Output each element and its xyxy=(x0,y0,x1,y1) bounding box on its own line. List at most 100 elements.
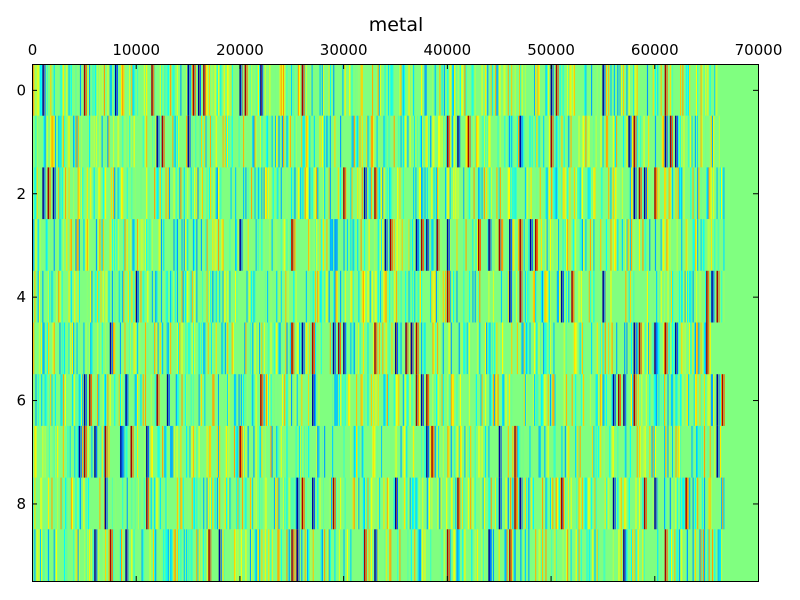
heatmap-cell xyxy=(617,219,619,271)
heatmap-cell xyxy=(699,425,701,478)
heatmap-cell xyxy=(78,529,80,581)
heatmap-cell xyxy=(143,529,145,581)
heatmap-cell xyxy=(486,167,488,220)
heatmap-cell xyxy=(293,477,295,530)
heatmap-cell xyxy=(432,64,434,116)
heatmap-cell xyxy=(53,115,55,168)
heatmap-cell xyxy=(447,374,449,426)
heatmap-cell xyxy=(459,64,461,116)
heatmap-cell xyxy=(180,529,182,581)
heatmap-cell xyxy=(408,219,410,271)
heatmap-cell xyxy=(184,374,187,426)
heatmap-cell xyxy=(209,425,212,478)
heatmap-cell xyxy=(473,219,475,271)
heatmap-cell xyxy=(215,322,217,375)
heatmap-cell xyxy=(295,374,297,426)
heatmap-highlight-stripe xyxy=(44,167,46,220)
heatmap-cell xyxy=(284,64,286,116)
heatmap-cell xyxy=(384,477,386,530)
heatmap-cell xyxy=(471,529,473,581)
heatmap-cell xyxy=(286,374,288,426)
heatmap-cell xyxy=(139,477,141,530)
heatmap-highlight-stripe xyxy=(422,219,424,271)
heatmap-cell xyxy=(545,64,547,116)
heatmap-highlight-stripe xyxy=(521,115,523,168)
heatmap-cell xyxy=(233,219,236,271)
heatmap-cell xyxy=(357,219,359,271)
heatmap-highlight-stripe xyxy=(91,374,93,426)
heatmap-cell xyxy=(243,425,245,478)
heatmap-cell xyxy=(433,115,435,168)
heatmap-cell xyxy=(685,219,687,271)
heatmap-cell xyxy=(457,529,459,581)
heatmap-highlight-stripe xyxy=(446,219,449,271)
heatmap-cell xyxy=(377,64,379,116)
heatmap-cell xyxy=(264,64,266,116)
heatmap-cell xyxy=(362,322,364,375)
heatmap-cell xyxy=(275,477,277,530)
heatmap-cell xyxy=(487,115,489,168)
heatmap-cell xyxy=(295,270,297,323)
heatmap-cell xyxy=(58,115,60,168)
heatmap-cell xyxy=(609,425,611,478)
heatmap-cell xyxy=(203,115,205,168)
heatmap-cell xyxy=(672,374,674,426)
heatmap-cell xyxy=(665,167,667,220)
heatmap-cell xyxy=(377,219,379,271)
heatmap-highlight-stripe xyxy=(677,115,679,168)
heatmap-cell xyxy=(660,270,662,323)
heatmap-cell xyxy=(484,322,487,375)
heatmap-cell xyxy=(669,270,671,323)
heatmap-highlight-stripe xyxy=(332,477,335,530)
heatmap-cell xyxy=(371,167,374,220)
heatmap-cell xyxy=(592,425,594,478)
heatmap-cell xyxy=(467,374,469,426)
heatmap-cell xyxy=(282,219,285,271)
heatmap-cell xyxy=(472,64,474,116)
heatmap-cell xyxy=(213,322,215,375)
heatmap-cell xyxy=(95,270,98,323)
heatmap-cell xyxy=(693,322,695,375)
heatmap-cell xyxy=(634,529,636,581)
heatmap-cell xyxy=(434,425,436,478)
heatmap-cell xyxy=(575,322,577,375)
heatmap-cell xyxy=(701,115,703,168)
heatmap-cell xyxy=(538,374,540,426)
heatmap-cell xyxy=(560,167,562,220)
heatmap-cell xyxy=(585,374,587,426)
heatmap-cell xyxy=(605,219,607,271)
heatmap-cell xyxy=(407,529,409,581)
heatmap-cell xyxy=(269,167,271,220)
heatmap-cell xyxy=(273,477,276,530)
heatmap-cell xyxy=(482,115,484,168)
heatmap-cell xyxy=(235,270,237,323)
heatmap-cell xyxy=(73,167,75,220)
heatmap-cell xyxy=(379,477,382,530)
heatmap-cell xyxy=(562,219,564,271)
heatmap-cell xyxy=(65,529,67,581)
heatmap-cell xyxy=(313,167,315,220)
heatmap-cell xyxy=(152,529,155,581)
heatmap-cell xyxy=(206,477,208,530)
heatmap-cell xyxy=(312,270,314,323)
heatmap-cell xyxy=(516,115,519,168)
heatmap-cell xyxy=(432,425,434,478)
heatmap-highlight-stripe xyxy=(654,322,656,375)
heatmap-cell xyxy=(418,374,420,426)
heatmap-cell xyxy=(618,529,620,581)
heatmap-cell xyxy=(103,64,106,116)
heatmap-cell xyxy=(630,167,633,220)
heatmap-cell xyxy=(363,219,366,271)
heatmap-cell xyxy=(204,529,206,581)
heatmap-highlight-stripe xyxy=(666,322,668,375)
heatmap-cell xyxy=(116,219,118,271)
heatmap-cell xyxy=(419,270,422,323)
heatmap-cell xyxy=(705,115,707,168)
heatmap-cell xyxy=(627,322,629,375)
heatmap-cell xyxy=(215,115,217,168)
heatmap-cell xyxy=(367,322,369,375)
heatmap-cell xyxy=(466,115,468,168)
heatmap-cell xyxy=(263,374,265,426)
heatmap-cell xyxy=(142,529,144,581)
heatmap-cell xyxy=(463,167,465,220)
